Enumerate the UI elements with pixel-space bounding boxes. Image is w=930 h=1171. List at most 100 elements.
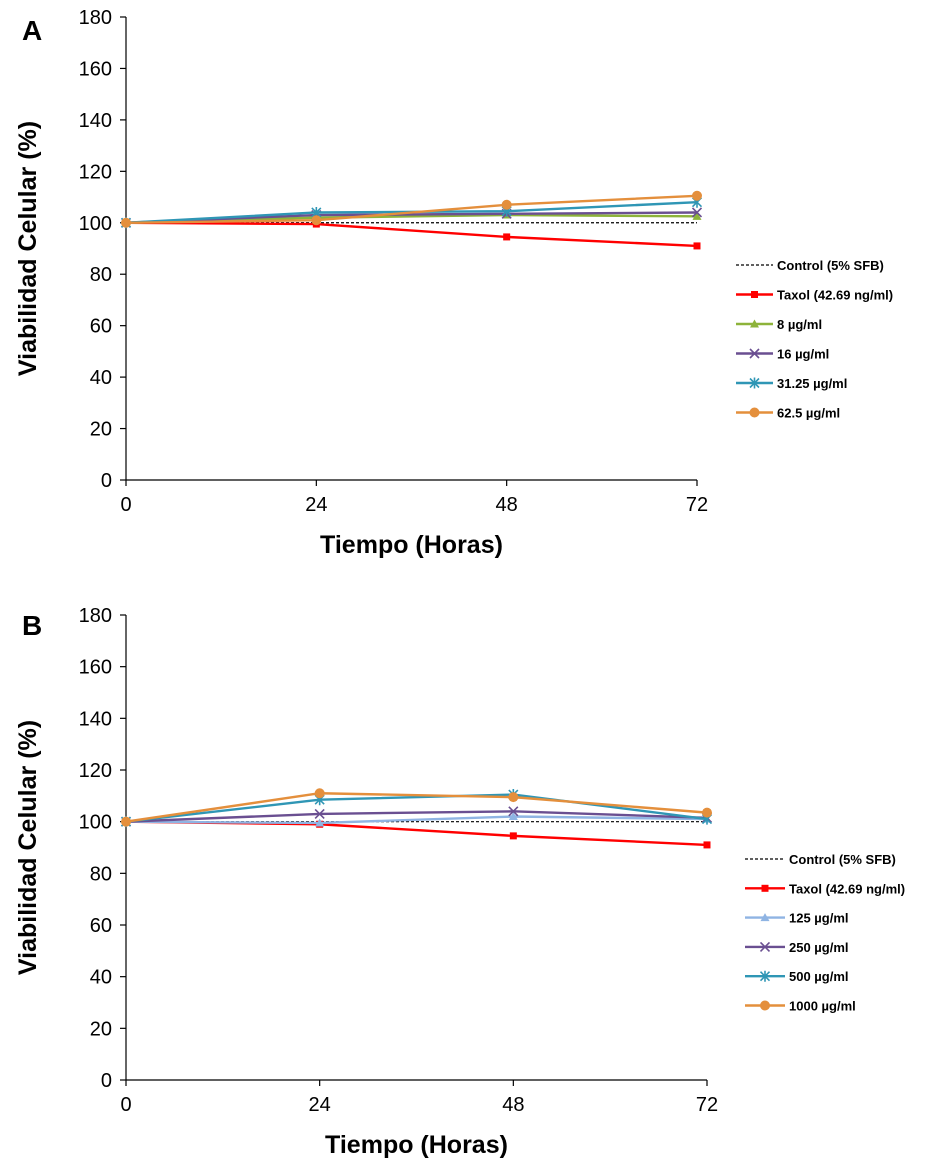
y-tick-label: 40 [90,367,112,389]
legend-marker [760,1000,770,1011]
series-line [125,792,708,823]
y-tick-label: 160 [79,58,112,80]
x-tick-label: 48 [502,1094,524,1116]
legend-entry: Taxol (42.69 ng/ml) [736,288,893,303]
data-point [691,207,703,218]
legend-label: 125 µg/ml [789,911,849,926]
legend-marker [759,941,771,952]
series-5 [121,788,712,827]
legend-label: Control (5% SFB) [789,852,896,867]
y-tick-label: 0 [101,470,112,492]
y-tick-label: 60 [90,915,112,937]
data-point [702,807,712,818]
data-point [501,199,512,210]
y-tick-label: 140 [79,708,112,730]
legend-entry: 16 µg/ml [736,347,829,362]
legend-label: 250 µg/ml [789,940,849,955]
legend-marker [750,319,759,328]
y-tick-label: 20 [90,419,112,441]
legend-label: 31.25 µg/ml [777,376,847,391]
x-tick-label: 72 [686,494,708,516]
legend-marker [760,913,770,922]
legend-label: 16 µg/ml [777,347,829,362]
x-tick-label: 72 [696,1094,718,1116]
y-tick-label: 180 [79,605,112,627]
legend-entry: 31.25 µg/ml [736,376,847,391]
y-tick-label: 80 [90,863,112,885]
y-axis-title: Viabilidad Celular (%) [14,720,42,975]
series-line [125,221,698,248]
y-tick-label: 60 [90,316,112,338]
legend-label: Control (5% SFB) [777,258,884,273]
legend-entry: Taxol (42.69 ng/ml) [745,881,905,896]
series-line [125,213,698,224]
y-tick-label: 100 [79,213,112,235]
legend-entry: 62.5 µg/ml [736,406,840,421]
legend-entry: 8 µg/ml [736,317,822,332]
legend-marker [759,970,771,982]
legend-marker [749,348,760,359]
data-point [314,808,325,819]
data-point [508,792,519,803]
series-line [125,810,708,823]
y-tick-label: 120 [79,161,112,183]
x-tick-label: 0 [120,1094,131,1116]
series-5 [121,190,702,228]
series-line [125,820,708,847]
panel-b: B 0 20 40 60 80 100 120 140 160 180 0 24 48 72 Tiempo (… [14,605,905,1159]
data-point [703,841,711,849]
x-axis-title: Tiempo (Horas) [325,1131,508,1159]
y-tick-label: 140 [79,110,112,132]
y-tick-label: 0 [101,1070,112,1092]
y-tick-label: 40 [90,967,112,989]
panel-letter: B [22,610,42,641]
y-tick-label: 100 [79,812,112,834]
series-line [125,793,708,823]
legend-entry: Control (5% SFB) [745,852,896,867]
data-point [503,233,511,241]
y-axis-title: Viabilidad Celular (%) [14,121,42,376]
data-point [311,215,322,226]
data-point [509,832,517,840]
legend-label: 62.5 µg/ml [777,406,840,421]
y-tick-label: 20 [90,1018,112,1040]
panel-letter: A [22,15,42,46]
series-line [125,211,698,224]
data-point [508,806,519,817]
data-point [692,211,702,220]
legend-label: Taxol (42.69 ng/ml) [789,881,905,896]
x-tick-label: 48 [496,494,518,516]
data-point [314,788,325,799]
series-1 [122,219,701,250]
x-tick-label: 24 [309,1094,331,1116]
x-tick-label: 0 [120,494,131,516]
legend-label: 500 µg/ml [789,969,849,984]
panel-a: A 0 20 40 60 80 100 120 140 160 180 0 24 48 72 Tiempo (… [14,7,893,559]
series-line [125,194,698,224]
x-tick-label: 24 [305,494,327,516]
legend-label: Taxol (42.69 ng/ml) [777,288,893,303]
legend-marker [761,884,769,892]
data-point [508,812,518,820]
legend-entry: 250 µg/ml [745,940,849,955]
legend-label: 8 µg/ml [777,317,822,332]
legend-marker [751,291,758,298]
legend-label: 1000 µg/ml [789,999,856,1014]
y-tick-label: 120 [79,760,112,782]
series-line [125,815,708,825]
legend-marker [749,407,760,418]
data-point [315,818,325,827]
y-tick-label: 180 [79,7,112,29]
legend-entry: Control (5% SFB) [736,258,884,273]
legend-entry: 500 µg/ml [745,969,849,984]
data-point [121,816,131,827]
data-point [692,190,702,201]
data-point [693,242,701,250]
data-point [121,217,131,228]
legend-marker [749,377,760,389]
x-axis-title: Tiempo (Horas) [320,531,503,559]
y-tick-label: 160 [79,657,112,679]
legend-entry: 125 µg/ml [745,911,849,926]
